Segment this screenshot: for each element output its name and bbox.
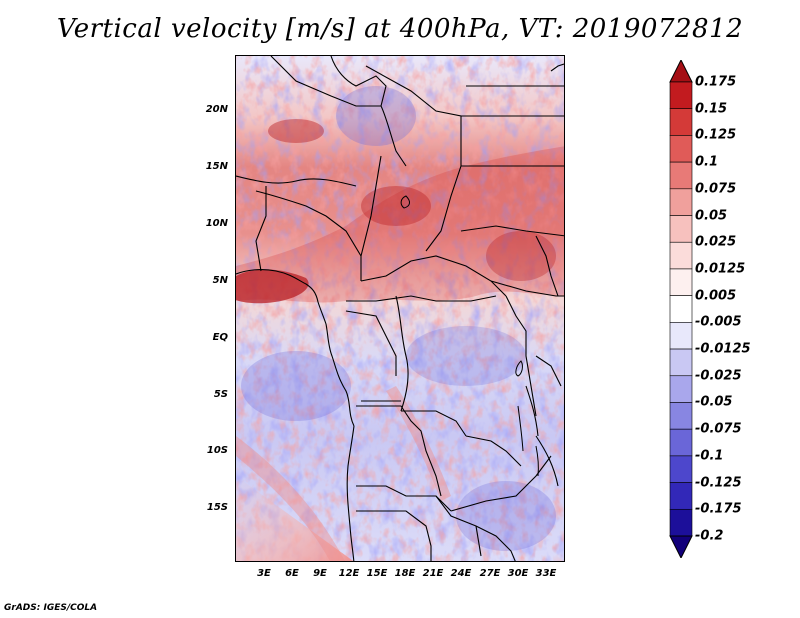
lon-label-9e: 9E <box>313 568 327 579</box>
lat-label-10s: 10S <box>206 445 228 456</box>
colorbar-label: -0.05 <box>695 394 733 410</box>
map-plot-area <box>235 55 565 562</box>
colorbar-segment <box>669 108 693 136</box>
lon-label-12e: 12E <box>338 568 360 579</box>
colorbar-segment <box>669 81 693 110</box>
lat-label-15s: 15S <box>206 502 228 513</box>
lat-label-5n: 5N <box>212 275 228 286</box>
colorbar-label: 0.125 <box>695 127 737 143</box>
colorbar-label: 0.15 <box>695 101 728 117</box>
sahara-negative-patch <box>336 86 416 146</box>
colorbar-segment <box>669 135 693 163</box>
colorbar-max-arrow <box>669 60 693 83</box>
sudan-positive-cluster <box>486 231 556 281</box>
lat-label-5s: 5S <box>213 389 228 400</box>
southeast-negative-patch <box>456 481 556 551</box>
colorbar-label: -0.175 <box>695 501 742 517</box>
colorbar-label: -0.1 <box>695 448 724 464</box>
lake-tanganyika <box>517 405 524 452</box>
colorbar-label: 0.175 <box>695 74 737 90</box>
lat-label-15n: 15N <box>205 161 228 172</box>
lakes <box>400 195 539 477</box>
lon-label-24e: 24E <box>450 568 472 579</box>
colorbar-segment <box>669 295 693 323</box>
colorbar-label: 0.025 <box>695 234 737 250</box>
colorbar-segment <box>669 322 693 350</box>
lake-malawi <box>535 445 539 477</box>
lon-label-3e: 3E <box>257 568 271 579</box>
colorbar-label: 0.05 <box>695 208 728 224</box>
colorbar-label: -0.125 <box>695 475 742 491</box>
colorbar-segment <box>669 241 693 270</box>
colorbar-label: 0.1 <box>695 154 719 170</box>
lon-label-15e: 15E <box>366 568 388 579</box>
colorbar-label: 0.075 <box>695 181 737 197</box>
colorbar-segment <box>669 455 693 483</box>
lon-label-21e: 21E <box>422 568 444 579</box>
guinea-positive-core <box>236 269 309 304</box>
atlantic-negative-patch <box>241 351 351 421</box>
southwest-streak-2 <box>236 436 345 561</box>
lat-label-10n: 10N <box>205 218 228 229</box>
velocity-field <box>236 56 564 561</box>
lake-victoria <box>515 360 523 377</box>
north-positive-cluster <box>268 119 324 143</box>
map-title: Vertical velocity [m/s] at 400hPa, VT: 2… <box>56 14 744 44</box>
colorbar-label: -0.2 <box>695 528 724 544</box>
colorbar-segment <box>669 348 693 377</box>
lake-chad <box>400 195 410 209</box>
colorbar-segment <box>669 428 693 457</box>
chad-positive-cluster <box>361 186 431 226</box>
lat-label-20n: 20N <box>205 104 228 115</box>
colorbar-segment <box>669 482 693 510</box>
colorbar-label: -0.025 <box>695 368 742 384</box>
colorbar-segment <box>669 215 693 243</box>
lon-label-33e: 33E <box>535 568 557 579</box>
colorbar-segment <box>669 375 693 403</box>
colorbar-label: -0.005 <box>695 314 742 330</box>
field-positive-noise <box>236 56 564 561</box>
colorbar-segment <box>669 402 693 430</box>
lon-label-27e: 27E <box>479 568 501 579</box>
lon-label-6e: 6E <box>285 568 299 579</box>
country-borders <box>236 56 564 561</box>
lon-label-18e: 18E <box>394 568 416 579</box>
colorbar-min-arrow <box>669 535 693 558</box>
colorbar-segment <box>669 508 693 537</box>
colorbar-segment <box>669 268 693 296</box>
footer-credit: GrADS: IGES/COLA <box>4 603 98 613</box>
colorbar-label: 0.005 <box>695 288 737 304</box>
colorbar-label: 0.0125 <box>695 261 746 277</box>
colorbar-label: -0.0125 <box>695 341 751 357</box>
colorbar <box>669 60 693 558</box>
lat-label-eq: EQ <box>212 332 228 343</box>
colorbar-label: -0.075 <box>695 421 742 437</box>
lon-label-30e: 30E <box>507 568 529 579</box>
colorbar-segment <box>669 188 693 216</box>
congo-negative-patch <box>406 326 526 386</box>
colorbar-segment <box>669 161 693 190</box>
sahel-positive-band <box>236 146 564 303</box>
